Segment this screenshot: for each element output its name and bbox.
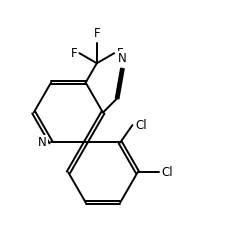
Text: Cl: Cl: [161, 166, 172, 179]
Text: N: N: [117, 52, 126, 65]
Text: Cl: Cl: [135, 119, 146, 132]
Text: F: F: [70, 47, 77, 60]
Text: F: F: [116, 47, 123, 60]
Text: N: N: [38, 136, 47, 149]
Text: F: F: [93, 27, 100, 40]
